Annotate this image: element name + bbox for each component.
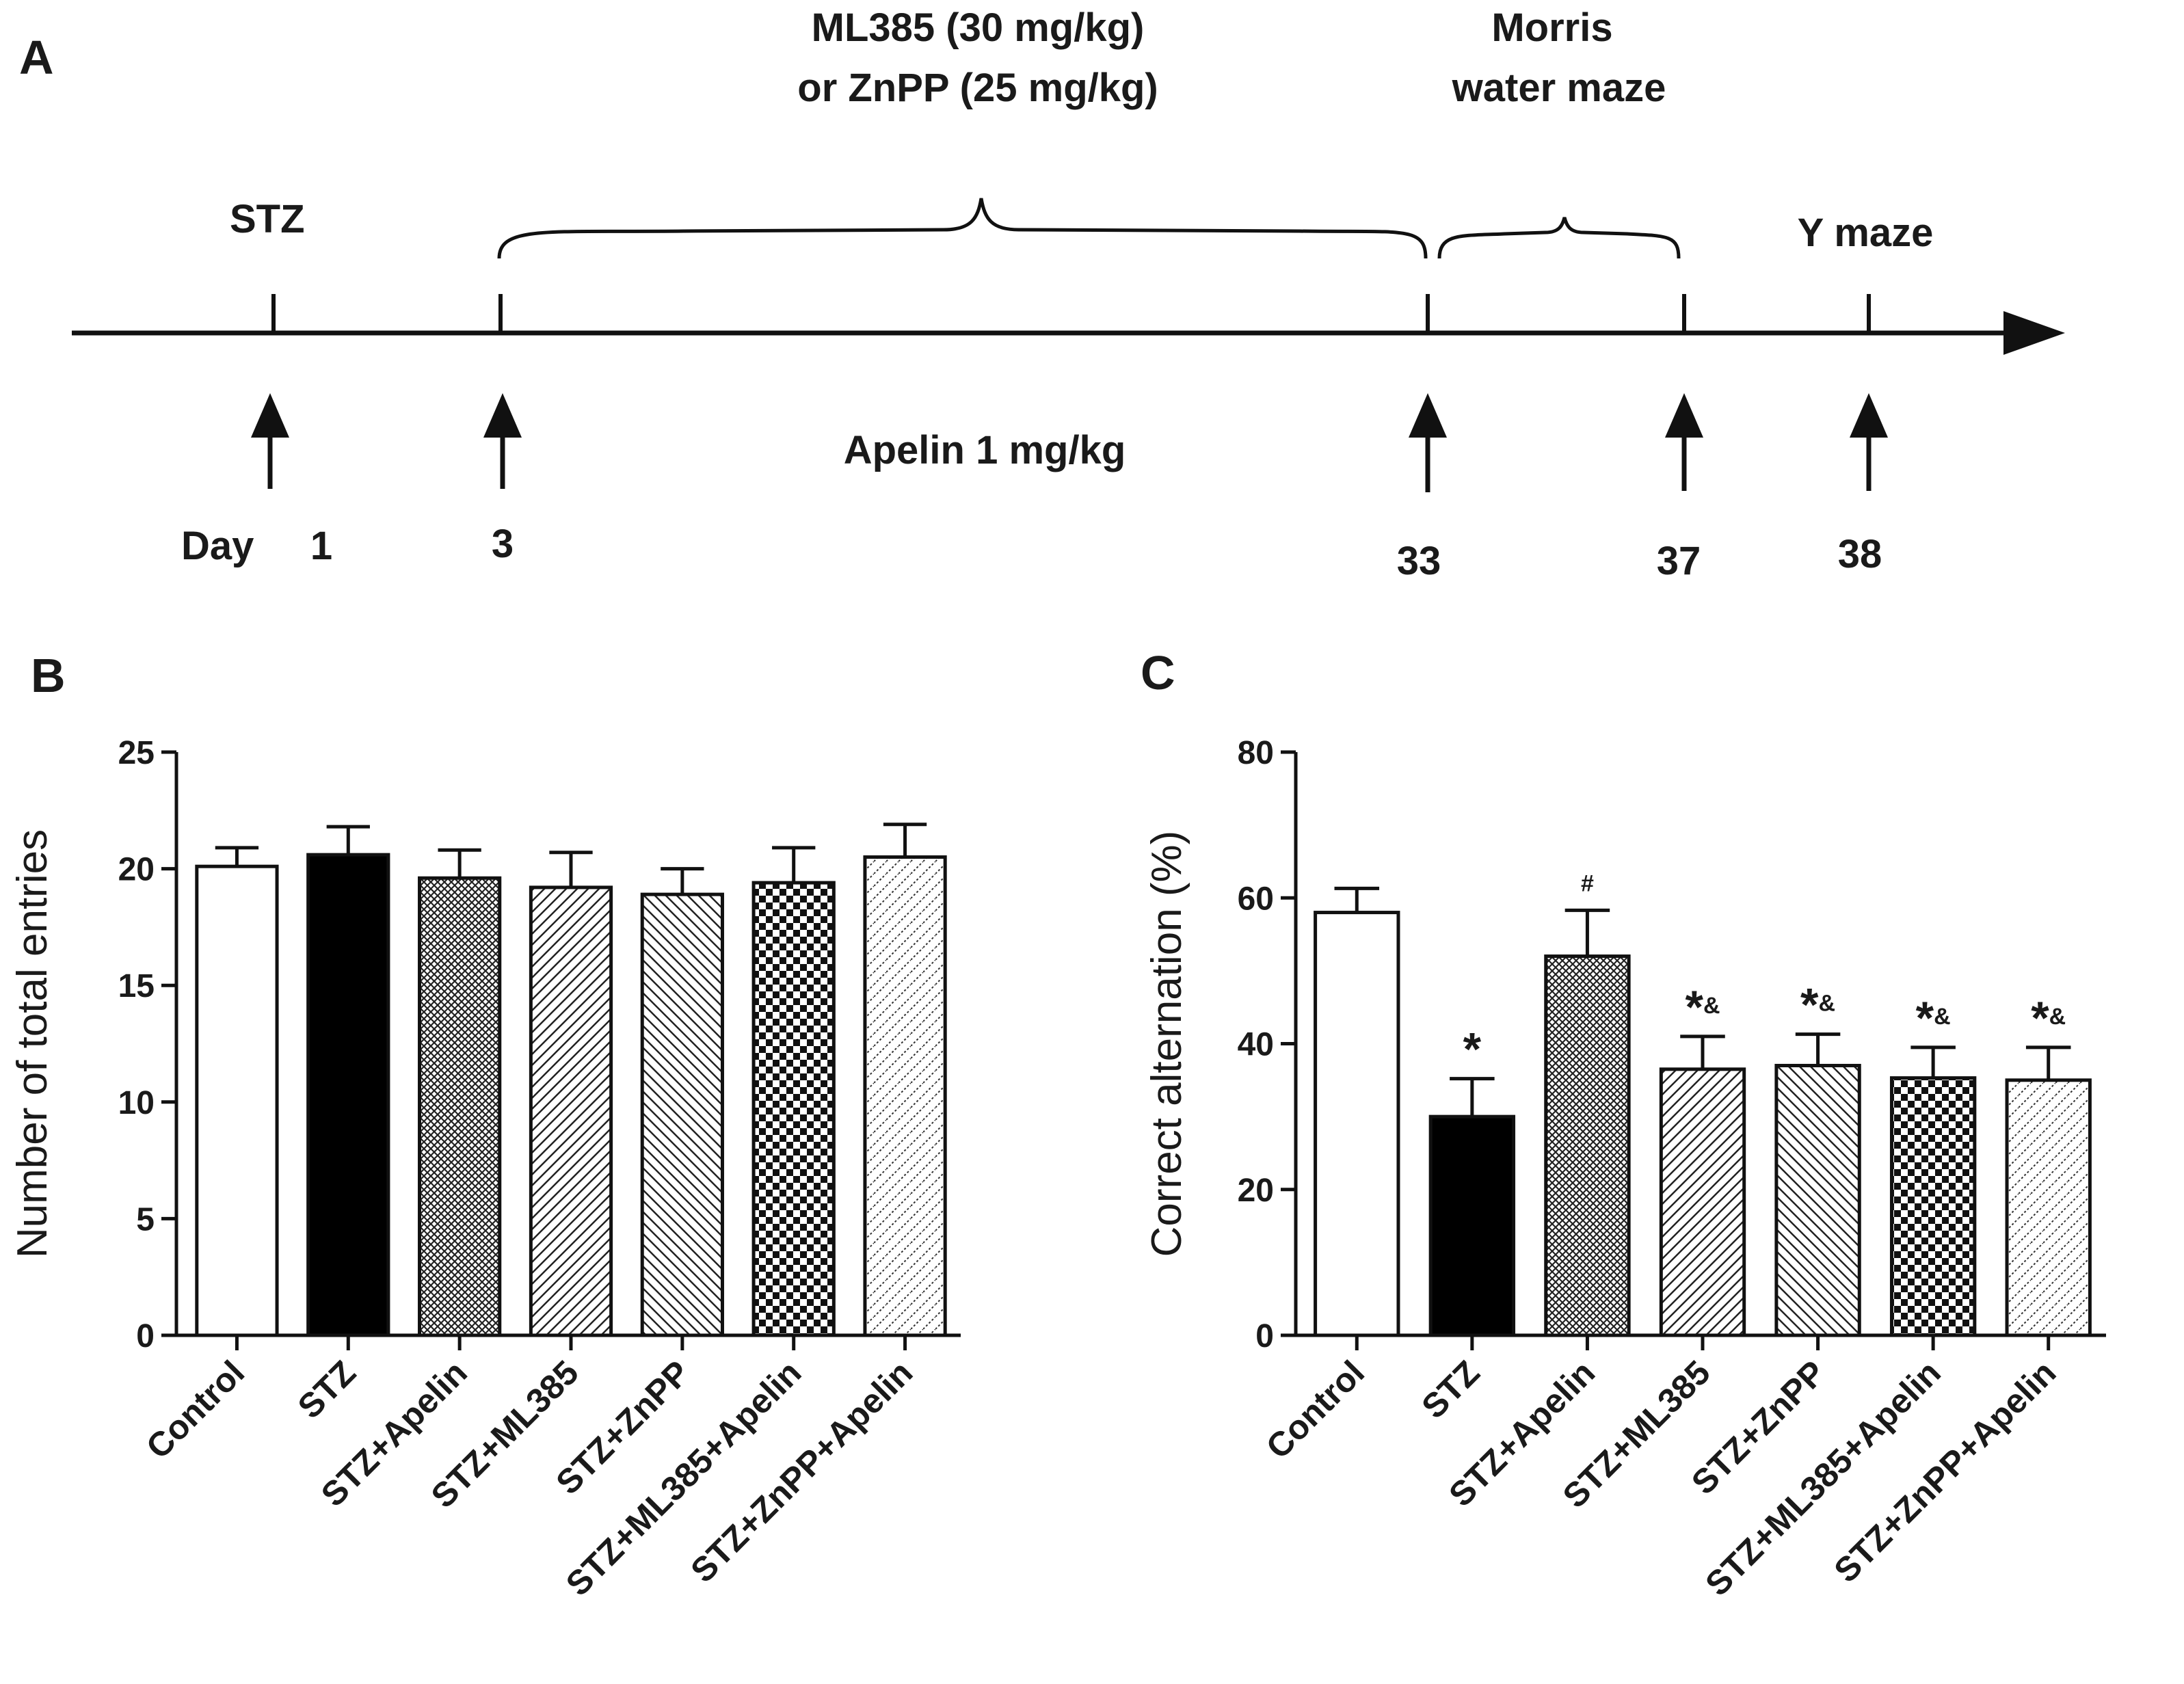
bar-control: [195, 864, 279, 1337]
panel-c-letter: C: [1141, 646, 1175, 699]
timeline-arrows: [251, 393, 1888, 492]
bar-stz-ml385-apelin: [751, 881, 836, 1337]
y-tick-label: 20: [1238, 1173, 1274, 1209]
up-arrow-icon: [1665, 393, 1703, 491]
day-37: 37: [1657, 539, 1701, 583]
category-label: Control: [139, 1353, 252, 1466]
up-arrow-icon: [251, 393, 289, 489]
y-tick-label: 20: [118, 852, 155, 888]
timeline-panel: A STZ ML385 (30 mg/kg) or ZnPP (25 mg/kg…: [19, 5, 2065, 583]
bar-stz: [1428, 1114, 1516, 1337]
category-label: Control: [1259, 1353, 1372, 1466]
y-axis-title: Correct alternation (%): [1143, 831, 1190, 1257]
morris-label-line2: water maze: [1452, 66, 1666, 110]
bar-stz-znpp: [640, 892, 724, 1337]
timeline-ticks: [271, 294, 1871, 335]
apelin-dose-label: Apelin 1 mg/kg: [844, 428, 1126, 472]
significance-marker: *&: [1916, 992, 1951, 1044]
bar-stz-znpp: [1774, 1063, 1861, 1337]
day-label: Day: [181, 524, 254, 568]
category-label: STZ: [1414, 1353, 1487, 1426]
day-38: 38: [1838, 532, 1882, 576]
total-entries-chart: Number of total entries 0 5 10 15 20 25 Control…: [9, 735, 961, 1603]
y-tick-label: 0: [136, 1318, 155, 1354]
significance-marker: *&: [1800, 979, 1835, 1031]
y-tick-label: 40: [1238, 1027, 1274, 1063]
panel-b-letter: B: [31, 649, 66, 702]
bar-stz-znpp-apelin: [2005, 1078, 2092, 1337]
significance-marker: *: [1463, 1024, 1482, 1075]
significance-marker: #: [1581, 870, 1594, 896]
morris-brace: [1437, 217, 1681, 259]
y-tick-label: 5: [136, 1201, 155, 1238]
category-label: STZ+ZnPP+Apelin: [1826, 1353, 2063, 1590]
y-tick-label: 60: [1238, 881, 1274, 917]
significance-marker: *&: [2031, 992, 2066, 1044]
correct-alternation-chart: Correct alternation (%) 0 20 40 60 80 Control S…: [1143, 735, 2106, 1603]
bar-stz-ml385: [529, 885, 613, 1337]
panel-a-letter: A: [19, 31, 54, 84]
up-arrow-icon: [483, 393, 522, 489]
bar-control: [1314, 911, 1400, 1337]
category-label: STZ+ZnPP+Apelin: [683, 1353, 920, 1590]
y-tick-label: 25: [118, 735, 155, 771]
y-tick-label: 15: [118, 968, 155, 1004]
significance-marker: *&: [1685, 981, 1720, 1033]
day-1: 1: [310, 524, 332, 568]
up-arrow-icon: [1850, 393, 1888, 491]
timeline-arrowhead: [2003, 311, 2065, 355]
y-tick-label: 0: [1255, 1318, 1274, 1354]
category-label: STZ: [291, 1353, 363, 1426]
bar-stz-znpp-apelin: [863, 855, 947, 1337]
day-3: 3: [492, 522, 514, 566]
bar-stz-ml385-apelin: [1889, 1076, 1977, 1337]
treatment-label-line2: or ZnPP (25 mg/kg): [797, 66, 1158, 110]
bar-stz-apelin: [418, 876, 502, 1337]
bar-stz: [306, 853, 390, 1337]
ymaze-label: Y maze: [1798, 211, 1934, 255]
treatment-label-line1: ML385 (30 mg/kg): [812, 5, 1145, 50]
y-axis-title: Number of total entries: [9, 829, 56, 1258]
day-33: 33: [1397, 539, 1441, 583]
bar-stz-ml385: [1659, 1067, 1746, 1337]
stz-label: STZ: [230, 197, 305, 241]
treatment-brace: [497, 198, 1428, 259]
up-arrow-icon: [1409, 393, 1447, 492]
y-tick-label: 10: [118, 1085, 155, 1121]
bar-stz-apelin: [1544, 954, 1631, 1337]
morris-label-line1: Morris: [1491, 5, 1612, 50]
y-tick-label: 80: [1238, 735, 1274, 771]
